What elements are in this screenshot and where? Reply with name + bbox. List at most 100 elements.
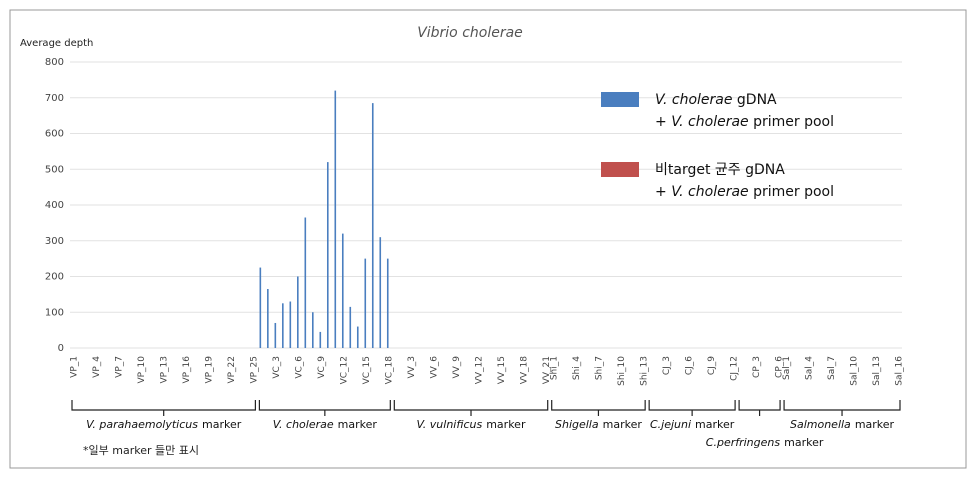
group-brace (783, 400, 901, 416)
legend-label: 비target 균주 gDNA + V. cholerae primer pool (655, 162, 834, 200)
x-tick-label: VV_3 (407, 356, 417, 379)
group-suffix: marker (338, 418, 378, 431)
group-suffix: marker (603, 418, 643, 431)
x-tick-label: VC_6 (295, 356, 305, 379)
bar (349, 306, 352, 348)
x-tick-label: VC_12 (340, 356, 350, 384)
y-tick-label: 0 (58, 343, 64, 354)
group-suffix: marker (202, 418, 242, 431)
bar (356, 326, 359, 348)
legend-label: V. cholerae gDNA + V. cholerae primer poo… (655, 92, 834, 130)
y-tick-label: 400 (45, 200, 64, 211)
legend-swatch (601, 162, 639, 177)
bar (274, 322, 277, 348)
bar (341, 233, 344, 348)
group-name: Shigella (555, 418, 599, 431)
group-label: Shigella marker (555, 418, 642, 431)
x-tick-label: CP_6 (774, 356, 784, 378)
bar (267, 289, 269, 348)
x-tick-label: Sal_13 (872, 356, 882, 386)
group-brace (648, 400, 736, 416)
frame (9, 9, 967, 469)
x-tick-label: VC_18 (385, 356, 395, 385)
bar (304, 217, 307, 348)
y-tick-label: 600 (45, 129, 64, 140)
x-tick-label: VV_18 (519, 356, 529, 385)
group-label: V. cholerae marker (273, 418, 378, 431)
bar (282, 303, 284, 348)
group-label: C.jejuni marker (650, 418, 735, 431)
group-suffix: marker (486, 418, 526, 431)
x-tick-label: Sal_7 (827, 356, 837, 380)
bar (371, 103, 374, 348)
group-brace (738, 400, 781, 416)
group-brace (393, 400, 549, 416)
group-label: V. parahaemolyticus marker (86, 418, 242, 431)
x-tick-label: VC_9 (317, 356, 327, 379)
bar (259, 267, 262, 348)
group-name: Salmonella (790, 418, 851, 431)
legend-swatch (601, 92, 639, 107)
bar (297, 276, 299, 348)
group-name: C.jejuni (650, 418, 691, 431)
y-tick-label: 100 (45, 307, 64, 318)
x-tick-label: CP_3 (752, 356, 762, 378)
bar (319, 331, 322, 348)
note: *일부 marker 들만 표시 (83, 443, 199, 457)
x-tick-label: VC_3 (272, 356, 282, 379)
group-brace (258, 400, 391, 416)
x-tick-label: Shi_10 (617, 356, 627, 386)
x-tick-label: VV_6 (430, 356, 440, 379)
group-name: V. cholerae (273, 418, 334, 431)
bar (364, 258, 367, 348)
x-tick-label: VP_19 (205, 356, 215, 384)
x-tick-label: VP_13 (160, 356, 170, 384)
x-tick-label: CJ_6 (684, 356, 694, 375)
x-tick-label: VP_7 (115, 356, 125, 378)
bar (326, 162, 329, 348)
x-tick-label: VV_9 (452, 356, 462, 379)
group-label: Salmonella marker (790, 418, 895, 431)
y-tick-label: 800 (45, 57, 64, 68)
x-tick-label: VP_4 (92, 356, 102, 378)
y-tick-label: 300 (45, 236, 64, 247)
x-tick-label: Shi_13 (639, 356, 649, 386)
x-tick-label: Shi_1 (549, 356, 559, 380)
chart-title: Vibrio cholerae (417, 25, 523, 41)
x-tick-label: Sal_1 (782, 356, 792, 380)
group-brace (551, 400, 646, 416)
x-tick-label: VV_12 (475, 356, 485, 384)
group-label: V. vulnificus marker (417, 418, 526, 431)
x-tick-label: CJ_9 (707, 356, 717, 375)
x-tick-label: CJ_3 (662, 356, 672, 375)
x-tick-label: VP_25 (250, 356, 260, 384)
group-suffix: marker (695, 418, 735, 431)
x-tick-label: CJ_12 (729, 356, 739, 381)
y-tick-label: 500 (45, 164, 64, 175)
x-tick-label: VP_1 (70, 356, 80, 378)
x-tick-label: VV_21 (542, 356, 552, 384)
x-tick-label: Sal_16 (894, 356, 904, 386)
group-suffix: marker (855, 418, 895, 431)
group-name: C.perfringens (706, 436, 781, 449)
group-name: V. parahaemolyticus (86, 418, 198, 431)
group-label: C.perfringens marker (706, 436, 824, 449)
x-tick-label: VP_10 (137, 356, 147, 384)
x-tick-label: VV_15 (497, 356, 507, 384)
bar (386, 258, 389, 348)
bar (289, 301, 292, 348)
x-tick-label: Shi_7 (594, 356, 604, 380)
x-tick-label: VP_22 (227, 356, 237, 384)
group-name: V. vulnificus (417, 418, 483, 431)
bar (334, 90, 337, 348)
x-tick-label: VP_16 (182, 356, 192, 384)
x-tick-label: Shi_4 (572, 356, 582, 380)
group-suffix: marker (784, 436, 824, 449)
bar (379, 237, 382, 348)
bar (312, 312, 314, 348)
y-axis-label: Average depth (20, 38, 93, 49)
x-tick-label: Sal_10 (849, 356, 859, 386)
x-tick-label: Sal_4 (804, 356, 814, 380)
group-brace (71, 400, 256, 416)
